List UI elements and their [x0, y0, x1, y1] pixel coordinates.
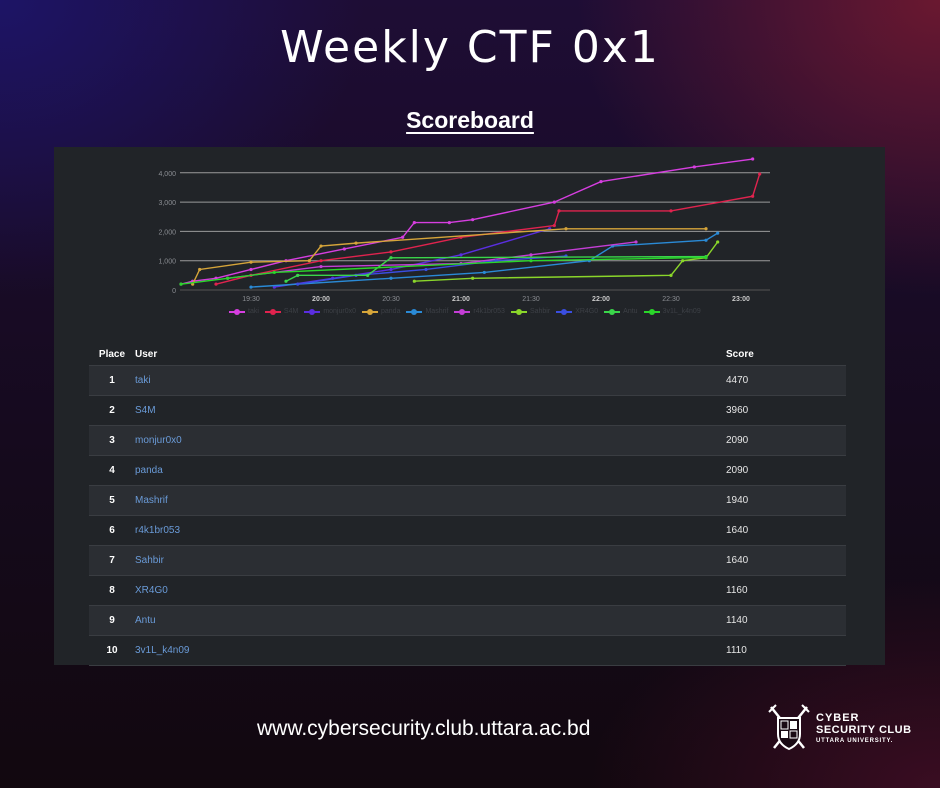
- logo-line-1: CYBER: [816, 712, 860, 725]
- svg-text:19:30: 19:30: [242, 296, 260, 303]
- column-user: User: [135, 348, 158, 360]
- user-link[interactable]: taki: [135, 365, 726, 396]
- legend-label: XR4G0: [575, 308, 599, 315]
- place-cell: 7: [89, 545, 135, 576]
- svg-text:21:30: 21:30: [522, 296, 540, 303]
- score-chart: 0 1,000 2,000 3,000 4,000 19:30 20:00 20:30 21:0…: [158, 157, 770, 303]
- table-row: 9 Antu 1140: [89, 605, 846, 636]
- scoreboard-table: Place User Score 1 taki 4470 2 S4M 3960 3 monju…: [89, 343, 846, 666]
- club-logo: CYBER SECURITY CLUB UTTARA UNIVERSITY.: [768, 704, 912, 754]
- legend-marker-icon: [362, 308, 378, 315]
- score-cell: 2090: [726, 425, 846, 456]
- legend-marker-icon: [264, 308, 281, 315]
- user-link[interactable]: r4k1br053: [135, 515, 726, 546]
- legend-item[interactable]: Sahbir: [510, 308, 551, 315]
- scoreboard-heading: Scoreboard: [406, 107, 534, 133]
- svg-text:22:00: 22:00: [592, 296, 610, 303]
- table-row: 10 3v1L_k4n09 1110: [89, 635, 846, 666]
- legend-item[interactable]: r4k1br053: [454, 308, 505, 315]
- table-row: 2 S4M 3960: [89, 395, 846, 426]
- logo-line-2: SECURITY CLUB: [816, 723, 912, 736]
- legend-label: Sahbir: [529, 308, 551, 315]
- column-score: Score: [726, 348, 754, 360]
- place-cell: 9: [89, 605, 135, 636]
- legend-item[interactable]: XR4G0: [556, 308, 598, 315]
- user-link[interactable]: Mashrif: [135, 485, 726, 516]
- legend-label: Mashrif: [425, 308, 449, 315]
- score-cell: 2090: [726, 455, 846, 486]
- place-cell: 2: [89, 395, 135, 426]
- legend-item[interactable]: taki: [229, 308, 259, 315]
- score-cell: 1110: [726, 635, 846, 666]
- svg-text:20:30: 20:30: [382, 296, 400, 303]
- svg-text:20:00: 20:00: [312, 296, 330, 303]
- logo-line-3: UTTARA UNIVERSITY.: [816, 738, 894, 745]
- legend-marker-icon: [454, 308, 471, 315]
- table-row: 1 taki 4470: [89, 365, 846, 396]
- svg-text:21:00: 21:00: [452, 296, 470, 303]
- shield-swords-icon: [768, 704, 810, 751]
- score-cell: 4470: [726, 365, 846, 396]
- svg-text:3,000: 3,000: [158, 200, 176, 207]
- chart-legend: taki S4M monjur0x0 panda Mashrif r4k1br053 Sah…: [229, 308, 701, 315]
- legend-marker-icon: [304, 308, 321, 315]
- svg-text:4,000: 4,000: [158, 171, 176, 178]
- score-cell: 1140: [726, 605, 846, 636]
- score-cell: 1160: [726, 575, 846, 606]
- legend-label: 3v1L_k4n09: [662, 308, 701, 315]
- column-place: Place: [98, 348, 126, 360]
- legend-item[interactable]: monjur0x0: [304, 308, 356, 315]
- score-cell: 1640: [726, 515, 846, 546]
- legend-marker-icon: [556, 308, 573, 315]
- legend-marker-icon: [604, 308, 621, 315]
- place-cell: 6: [89, 515, 135, 546]
- user-link[interactable]: Sahbir: [135, 545, 726, 576]
- score-cell: 1940: [726, 485, 846, 516]
- place-cell: 5: [89, 485, 135, 516]
- user-link[interactable]: 3v1L_k4n09: [135, 635, 726, 666]
- place-cell: 3: [89, 425, 135, 456]
- legend-label: taki: [248, 308, 259, 315]
- place-cell: 10: [89, 635, 135, 666]
- legend-item[interactable]: Antu: [604, 308, 638, 315]
- score-cell: 3960: [726, 395, 846, 426]
- table-row: 3 monjur0x0 2090: [89, 425, 846, 456]
- scoreboard-panel: 0 1,000 2,000 3,000 4,000 19:30 20:00 20:30 21:0…: [54, 147, 885, 666]
- table-row: 6 r4k1br053 1640: [89, 515, 846, 546]
- score-cell: 1640: [726, 545, 846, 576]
- user-link[interactable]: Antu: [135, 605, 726, 636]
- legend-label: monjur0x0: [323, 308, 356, 315]
- user-link[interactable]: panda: [135, 455, 726, 486]
- legend-marker-icon: [643, 308, 660, 315]
- table-row: 8 XR4G0 1160: [89, 575, 846, 606]
- svg-text:22:30: 22:30: [662, 296, 680, 303]
- legend-label: Antu: [623, 308, 638, 315]
- legend-item[interactable]: Mashrif: [406, 308, 448, 315]
- page-title: Weekly CTF 0x1: [280, 22, 660, 73]
- legend-label: panda: [381, 308, 401, 315]
- user-link[interactable]: S4M: [135, 395, 726, 426]
- user-link[interactable]: XR4G0: [135, 575, 726, 606]
- legend-item[interactable]: S4M: [264, 308, 299, 315]
- place-cell: 8: [89, 575, 135, 606]
- user-link[interactable]: monjur0x0: [135, 425, 726, 456]
- table-row: 5 Mashrif 1940: [89, 485, 846, 516]
- place-cell: 4: [89, 455, 135, 486]
- legend-marker-icon: [510, 308, 527, 315]
- legend-item[interactable]: panda: [362, 308, 400, 315]
- svg-text:1,000: 1,000: [158, 259, 176, 266]
- legend-label: r4k1br053: [473, 308, 505, 315]
- svg-text:2,000: 2,000: [158, 229, 176, 236]
- website-url: www.cybersecurity.club.uttara.ac.bd: [257, 717, 591, 740]
- legend-marker-icon: [229, 308, 245, 315]
- place-cell: 1: [89, 365, 135, 396]
- svg-text:23:00: 23:00: [732, 296, 750, 303]
- table-row: 7 Sahbir 1640: [89, 545, 846, 576]
- legend-item[interactable]: 3v1L_k4n09: [643, 308, 701, 315]
- legend-marker-icon: [406, 308, 423, 315]
- legend-label: S4M: [283, 308, 299, 315]
- table-row: 4 panda 2090: [89, 455, 846, 486]
- table-header: Place User Score: [89, 343, 846, 366]
- svg-text:0: 0: [172, 288, 176, 295]
